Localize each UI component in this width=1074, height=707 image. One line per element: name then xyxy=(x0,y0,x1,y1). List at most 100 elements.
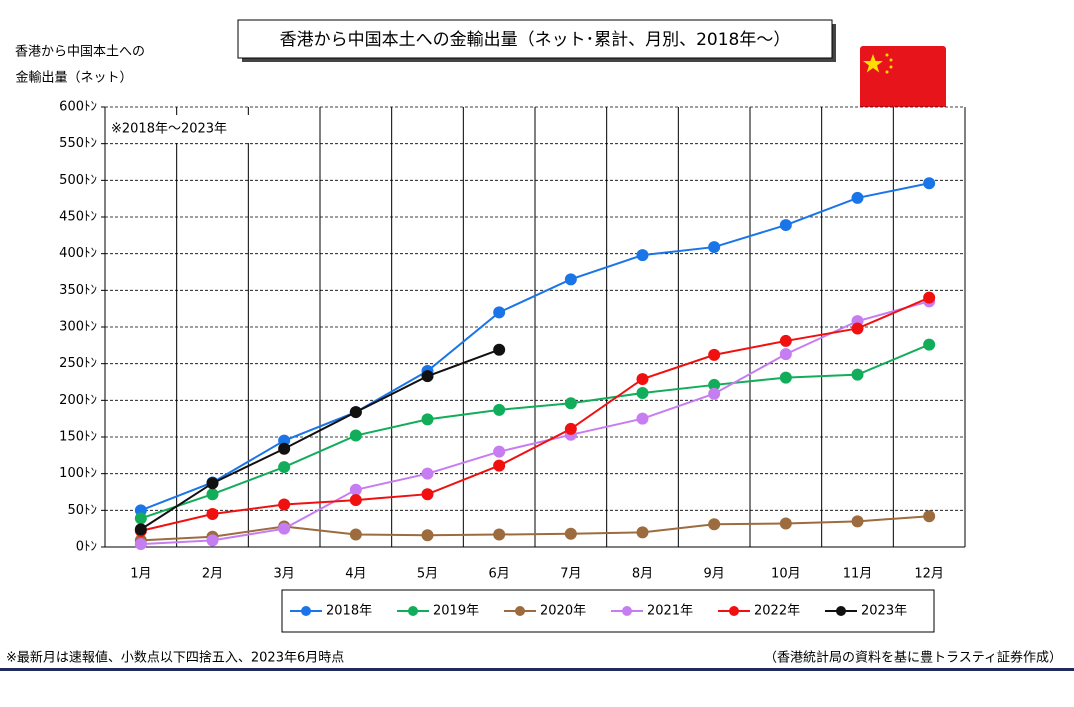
data-point xyxy=(708,241,721,254)
legend-label: 2019年 xyxy=(433,604,479,619)
series-line xyxy=(140,296,930,532)
data-point xyxy=(923,177,936,190)
data-point xyxy=(421,370,434,383)
data-point xyxy=(493,459,506,472)
legend-label: 2018年 xyxy=(326,604,372,619)
title-box xyxy=(237,19,833,59)
data-point xyxy=(134,523,147,536)
legend-marker xyxy=(515,606,525,616)
data-point xyxy=(493,403,506,416)
x-tick-label: 1月 xyxy=(130,567,151,582)
data-point xyxy=(564,422,577,435)
data-point xyxy=(851,191,864,204)
y-tick-label: 250ﾄﾝ xyxy=(59,356,97,371)
data-point xyxy=(206,508,219,520)
y-tick-label: 0ﾄﾝ xyxy=(76,540,97,555)
data-point xyxy=(349,406,362,419)
data-point xyxy=(564,397,577,410)
data-point xyxy=(278,442,291,455)
legend-label: 2022年 xyxy=(754,604,800,619)
x-tick-label: 11月 xyxy=(843,567,873,582)
data-point xyxy=(636,387,649,399)
x-tick-label: 12月 xyxy=(914,567,944,582)
series-line xyxy=(140,343,930,520)
data-point xyxy=(493,445,506,458)
x-tick-label: 10月 xyxy=(771,567,801,582)
data-point xyxy=(134,512,147,525)
data-point xyxy=(779,334,792,347)
data-point xyxy=(779,517,792,530)
x-tick-label: 6月 xyxy=(489,567,510,582)
annotation: ※2018年～2023年 xyxy=(111,122,227,137)
data-point xyxy=(421,529,434,542)
data-point xyxy=(923,510,936,523)
data-point xyxy=(708,378,721,391)
data-point xyxy=(923,338,936,351)
legend-marker xyxy=(622,606,632,616)
annotation-bg xyxy=(107,115,259,143)
data-point xyxy=(708,348,721,361)
data-point xyxy=(779,371,792,384)
data-point xyxy=(779,348,792,361)
y-tick-label: 450ﾄﾝ xyxy=(59,210,97,225)
data-point xyxy=(421,488,434,501)
legend-label: 2021年 xyxy=(647,604,693,619)
data-point xyxy=(636,249,649,262)
data-point xyxy=(278,522,291,535)
data-point xyxy=(493,343,506,356)
series-line xyxy=(140,182,930,512)
data-point xyxy=(708,387,721,400)
footnote: ※最新月は速報値、小数点以下四捨五入、2023年6月時点 xyxy=(6,650,344,666)
x-tick-label: 2月 xyxy=(202,567,223,582)
data-point xyxy=(493,306,506,319)
y-tick-label: 200ﾄﾝ xyxy=(59,393,97,408)
data-point xyxy=(278,461,291,474)
legend-label: 2020年 xyxy=(540,604,586,619)
x-tick-label: 5月 xyxy=(417,567,438,582)
x-tick-label: 9月 xyxy=(704,567,725,582)
x-tick-label: 7月 xyxy=(560,567,581,582)
footnote: （香港統計局の資料を基に豊トラスティ証券作成） xyxy=(764,650,1062,666)
y-tick-label: 350ﾄﾝ xyxy=(59,283,97,298)
y-tick-label: 600ﾄﾝ xyxy=(59,100,97,115)
data-point xyxy=(206,488,219,501)
legend-marker xyxy=(408,606,418,616)
legend-label: 2023年 xyxy=(861,604,907,619)
legend-marker xyxy=(729,606,739,616)
x-tick-label: 3月 xyxy=(274,567,295,582)
data-point xyxy=(349,483,362,496)
data-point xyxy=(708,518,721,531)
legend-marker xyxy=(836,606,846,616)
footer-rule xyxy=(0,668,1074,671)
data-point xyxy=(564,527,577,540)
y-tick-label: 150ﾄﾝ xyxy=(59,430,97,445)
series-line xyxy=(140,515,930,542)
data-point xyxy=(636,373,649,386)
data-point xyxy=(278,498,291,511)
x-tick-label: 4月 xyxy=(345,567,366,582)
data-point xyxy=(349,494,362,507)
data-point xyxy=(206,477,219,490)
data-point xyxy=(851,322,864,335)
chart-title: 香港から中国本土への金輸出量（ネット･累計、月別、2018年～） xyxy=(280,30,791,50)
y-tick-label: 100ﾄﾝ xyxy=(59,466,97,481)
data-point xyxy=(636,412,649,425)
data-point xyxy=(349,429,362,442)
data-point xyxy=(851,515,864,528)
y-tick-label: 400ﾄﾝ xyxy=(59,246,97,261)
data-point xyxy=(206,534,219,547)
y-tick-label: 300ﾄﾝ xyxy=(59,320,97,335)
series-line xyxy=(140,348,500,531)
y-tick-label: 500ﾄﾝ xyxy=(59,173,97,188)
data-point xyxy=(134,538,147,551)
y-tick-label: 550ﾄﾝ xyxy=(59,136,97,151)
legend-marker xyxy=(301,606,311,616)
series-line xyxy=(140,300,930,546)
data-point xyxy=(636,526,649,539)
data-point xyxy=(779,219,792,232)
data-point xyxy=(564,273,577,286)
data-point xyxy=(493,528,506,541)
data-point xyxy=(421,413,434,426)
y-axis-label: 香港から中国本土への xyxy=(15,45,145,60)
